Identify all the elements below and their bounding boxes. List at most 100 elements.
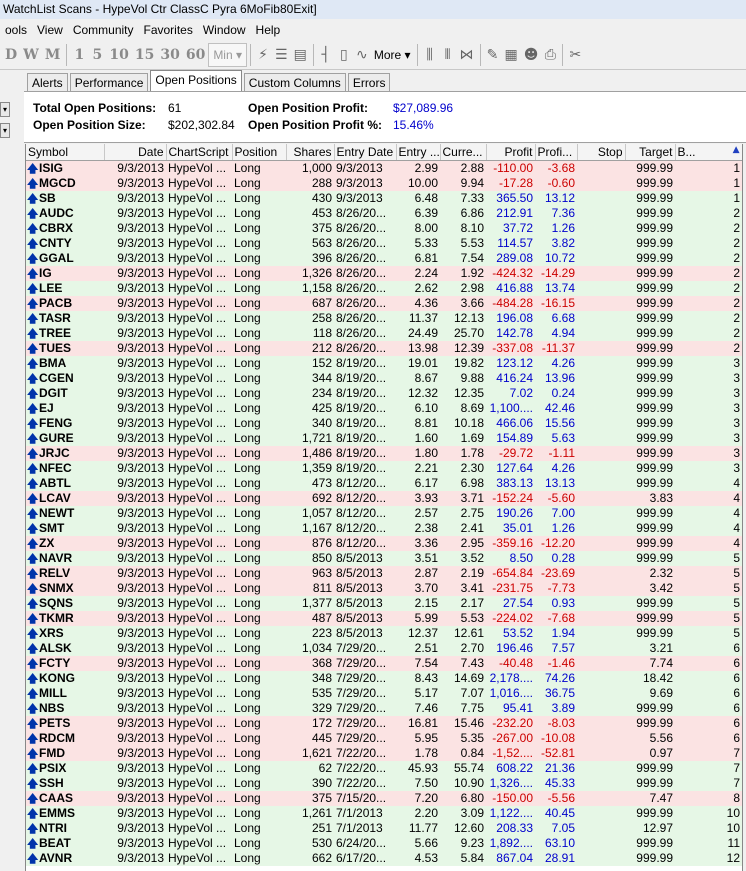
scissors-icon[interactable]: ✂	[569, 46, 582, 63]
pencil-icon[interactable]: ✎	[486, 46, 499, 63]
scale-10min-button[interactable]: 10	[109, 46, 129, 63]
table-row[interactable]: 🡅EJ 9/3/2013 HypeVol ... Long 425 8/19/20... 6…	[26, 400, 742, 416]
table-row[interactable]: 🡅SNMX 9/3/2013 HypeVol ... Long 811 8/5/2013 3…	[26, 580, 742, 596]
table-row[interactable]: 🡅KONG 9/3/2013 HypeVol ... Long 348 7/29/20..…	[26, 670, 742, 686]
tab-alerts[interactable]: Alerts	[27, 73, 68, 91]
table-row[interactable]: 🡅TREE 9/3/2013 HypeVol ... Long 118 8/26/20..…	[26, 325, 742, 341]
scale-60min-button[interactable]: 60	[185, 46, 206, 63]
table-row[interactable]: 🡅NTRI 9/3/2013 HypeVol ... Long 251 7/1/2013 1…	[26, 820, 742, 836]
tab-errors[interactable]: Errors	[347, 73, 391, 91]
table-row[interactable]: 🡅NBS 9/3/2013 HypeVol ... Long 329 7/29/20...…	[26, 700, 742, 716]
scale-5min-button[interactable]: 5	[92, 46, 103, 63]
table-row[interactable]: 🡅BEAT 9/3/2013 HypeVol ... Long 530 6/24/20..…	[26, 835, 742, 851]
table-row[interactable]: 🡅SMT 9/3/2013 HypeVol ... Long 1,167 8/12/20.…	[26, 520, 742, 536]
scale-1min-button[interactable]: 1	[74, 46, 85, 63]
menu-favorites[interactable]: Favorites	[143, 22, 193, 37]
table-row[interactable]: 🡅MILL 9/3/2013 HypeVol ... Long 535 7/29/20..…	[26, 685, 742, 701]
table-row[interactable]: 🡅LCAV 9/3/2013 HypeVol ... Long 692 8/12/20..…	[26, 490, 742, 506]
detail-view-icon[interactable]: ▤	[293, 46, 307, 63]
table-row[interactable]: 🡅ISIG 9/3/2013 HypeVol ... Long 1,000 9/3/201…	[26, 160, 742, 176]
table-row[interactable]: 🡅CAAS 9/3/2013 HypeVol ... Long 375 7/15/20..…	[26, 790, 742, 806]
col-header-profit-pct[interactable]: Profi...	[535, 144, 578, 161]
table-row[interactable]: 🡅PETS 9/3/2013 HypeVol ... Long 172 7/29/20..…	[26, 715, 742, 731]
table-row[interactable]: 🡅FCTY 9/3/2013 HypeVol ... Long 368 7/29/20..…	[26, 655, 742, 671]
col-header-chartscript[interactable]: ChartScript	[166, 144, 233, 161]
table-row[interactable]: 🡅CGEN 9/3/2013 HypeVol ... Long 344 8/19/20..…	[26, 370, 742, 386]
col-header-stop[interactable]: Stop	[577, 144, 626, 161]
list-view-icon[interactable]: ☰	[275, 46, 288, 63]
scale-monthly-button[interactable]: M	[44, 46, 61, 63]
table-row[interactable]: 🡅SB 9/3/2013 HypeVol ... Long 430 9/3/2013 6.4…	[26, 190, 742, 206]
table-row[interactable]: 🡅RDCM 9/3/2013 HypeVol ... Long 445 7/29/20..…	[26, 730, 742, 746]
tab-custom-columns[interactable]: Custom Columns	[243, 73, 346, 91]
table-row[interactable]: 🡅AVNR 9/3/2013 HypeVol ... Long 662 6/17/20..…	[26, 850, 742, 866]
menu-community[interactable]: Community	[72, 22, 134, 37]
table-row[interactable]: 🡅IG 9/3/2013 HypeVol ... Long 1,326 8/26/20..…	[26, 265, 742, 281]
table-row[interactable]: 🡅NEWT 9/3/2013 HypeVol ... Long 1,057 8/12/20…	[26, 505, 742, 521]
col-header-symbol[interactable]: Symbol	[26, 144, 105, 161]
menu-window[interactable]: Window	[202, 22, 246, 37]
cell-profit: 37.72	[486, 220, 535, 236]
more-button[interactable]: More ▾	[371, 43, 414, 67]
col-header-target[interactable]: Target	[625, 144, 676, 161]
table-row[interactable]: 🡅AUDC 9/3/2013 HypeVol ... Long 453 8/26/20..…	[26, 205, 742, 221]
col-header-bars[interactable]: B... ▲	[675, 144, 742, 161]
table-row[interactable]: 🡅ABTL 9/3/2013 HypeVol ... Long 473 8/12/20..…	[26, 475, 742, 491]
table-row[interactable]: 🡅FENG 9/3/2013 HypeVol ... Long 340 8/19/20..…	[26, 415, 742, 431]
menu-view[interactable]: View	[37, 22, 63, 37]
table-row[interactable]: 🡅NFEC 9/3/2013 HypeVol ... Long 1,359 8/19/20…	[26, 460, 742, 476]
table-row[interactable]: 🡅TUES 9/3/2013 HypeVol ... Long 212 8/26/20..…	[26, 340, 742, 356]
scale-15min-button[interactable]: 15	[134, 46, 155, 63]
interval-dropdown[interactable]: Min ▾	[208, 42, 248, 67]
table-row[interactable]: 🡅GGAL 9/3/2013 HypeVol ... Long 396 8/26/20..…	[26, 250, 742, 266]
table-row[interactable]: 🡅CBRX 9/3/2013 HypeVol ... Long 375 8/26/20..…	[26, 220, 742, 236]
col-header-shares[interactable]: Shares	[286, 144, 335, 161]
scale-30min-button[interactable]: 30	[160, 46, 180, 63]
printer-icon[interactable]: ⎙	[544, 46, 556, 63]
table-row[interactable]: 🡅ALSK 9/3/2013 HypeVol ... Long 1,034 7/29/20…	[26, 640, 742, 656]
tab-open-positions[interactable]: Open Positions	[150, 70, 242, 91]
table-row[interactable]: 🡅FMD 9/3/2013 HypeVol ... Long 1,621 7/22/20.…	[26, 745, 742, 761]
table-row[interactable]: 🡅SQNS 9/3/2013 HypeVol ... Long 1,377 8/5/201…	[26, 595, 742, 611]
table-row[interactable]: 🡅RELV 9/3/2013 HypeVol ... Long 963 8/5/2013 2…	[26, 565, 742, 581]
table-row[interactable]: 🡅TASR 9/3/2013 HypeVol ... Long 258 8/26/20..…	[26, 310, 742, 326]
bar-spacing-wide-icon[interactable]: ⋈	[459, 46, 474, 63]
table-row[interactable]: 🡅TKMR 9/3/2013 HypeVol ... Long 487 8/5/2013 5…	[26, 610, 742, 626]
tab-performance[interactable]: Performance	[69, 73, 149, 91]
collapse-arrow-icon[interactable]: ▾	[0, 123, 10, 138]
scale-daily-button[interactable]: D	[5, 46, 18, 63]
bar-spacing-icon[interactable]: ⫼	[426, 46, 433, 63]
table-row[interactable]: 🡅XRS 9/3/2013 HypeVol ... Long 223 8/5/2013 12…	[26, 625, 742, 641]
col-header-current-price[interactable]: Curre...	[440, 144, 487, 161]
col-header-date[interactable]: Date	[104, 144, 167, 161]
line-chart-icon[interactable]: ∿	[355, 46, 368, 63]
table-row[interactable]: 🡅ZX 9/3/2013 HypeVol ... Long 876 8/12/20... 3…	[26, 535, 742, 551]
col-header-profit[interactable]: Profit	[486, 144, 536, 161]
table-row[interactable]: 🡅SSH 9/3/2013 HypeVol ... Long 390 7/22/20...…	[26, 775, 742, 791]
table-row[interactable]: 🡅NAVR 9/3/2013 HypeVol ... Long 850 8/5/2013 3…	[26, 550, 742, 566]
table-row[interactable]: 🡅PSIX 9/3/2013 HypeVol ... Long 62 7/22/20...…	[26, 760, 742, 776]
table-row[interactable]: 🡅BMA 9/3/2013 HypeVol ... Long 152 8/19/20...…	[26, 355, 742, 371]
col-header-position[interactable]: Position	[232, 144, 287, 161]
table-row[interactable]: 🡅GURE 9/3/2013 HypeVol ... Long 1,721 8/19/20…	[26, 430, 742, 446]
col-header-entry-date[interactable]: Entry Date	[334, 144, 397, 161]
col-header-entry-price[interactable]: Entry ...	[396, 144, 441, 161]
candlestick-icon[interactable]: ▯	[339, 46, 348, 63]
bar-spacing-narrow-icon[interactable]: ⫴	[444, 46, 451, 63]
table-row[interactable]: 🡅DGIT 9/3/2013 HypeVol ... Long 234 8/19/20..…	[26, 385, 742, 401]
table-row[interactable]: 🡅EMMS 9/3/2013 HypeVol ... Long 1,261 7/1/201…	[26, 805, 742, 821]
table-row[interactable]: 🡅MGCD 9/3/2013 HypeVol ... Long 288 9/3/2013 1…	[26, 175, 742, 191]
menu-help[interactable]: Help	[255, 22, 281, 37]
bar-chart-icon[interactable]: ┤	[321, 46, 331, 63]
wizard-icon[interactable]: ☻	[523, 46, 539, 63]
table-row[interactable]: 🡅PACB 9/3/2013 HypeVol ... Long 687 8/26/20..…	[26, 295, 742, 311]
scale-weekly-button[interactable]: W	[23, 46, 39, 63]
table-row[interactable]: 🡅CNTY 9/3/2013 HypeVol ... Long 563 8/26/20..…	[26, 235, 742, 251]
table-row[interactable]: 🡅LEE 9/3/2013 HypeVol ... Long 1,158 8/26/20.…	[26, 280, 742, 296]
collapse-arrow-icon[interactable]: ▾	[0, 102, 10, 117]
menu-tools[interactable]: ools	[5, 22, 28, 37]
data-table-icon[interactable]: ▦	[504, 46, 518, 63]
lightning-icon[interactable]: ⚡	[258, 46, 268, 63]
cell-profit: 196.46	[486, 640, 535, 656]
table-row[interactable]: 🡅JRJC 9/3/2013 HypeVol ... Long 1,486 8/19/20…	[26, 445, 742, 461]
